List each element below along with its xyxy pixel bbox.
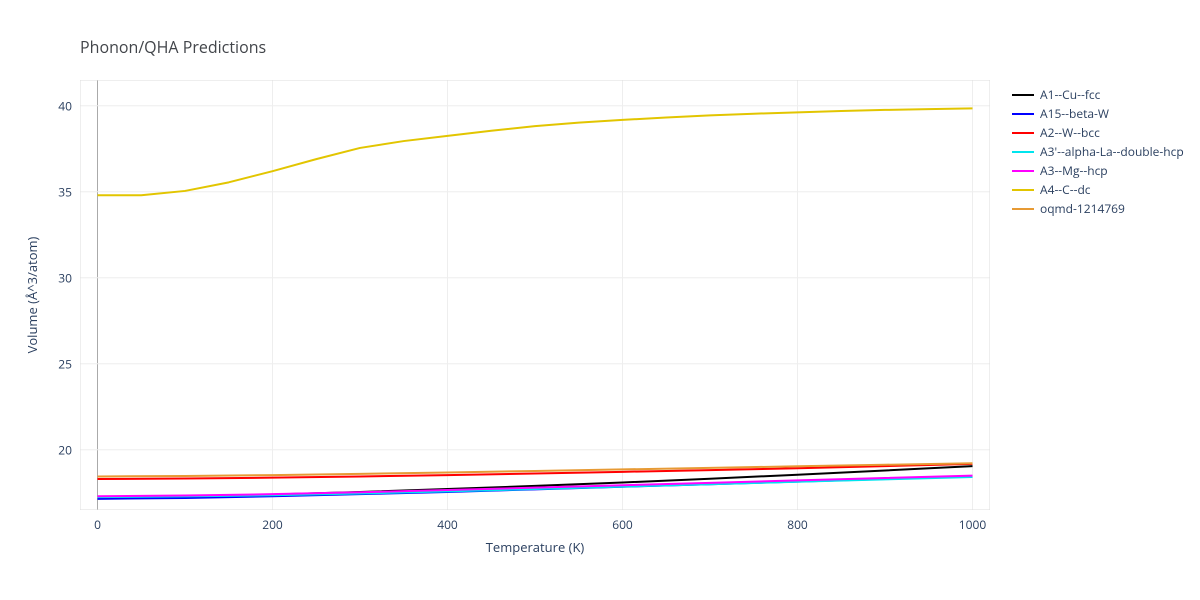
legend-label: oqmd-1214769	[1040, 200, 1125, 217]
legend-label: A15--beta-W	[1040, 105, 1109, 122]
legend-item[interactable]: A3--Mg--hcp	[1012, 161, 1184, 180]
y-tick-label: 20	[58, 441, 72, 458]
legend-swatch	[1012, 113, 1034, 115]
x-axis-label: Temperature (K)	[486, 538, 585, 556]
x-tick-label: 0	[94, 516, 101, 533]
legend-swatch	[1012, 94, 1034, 96]
chart-legend: A1--Cu--fcc A15--beta-W A2--W--bcc A3'--alp…	[1012, 85, 1184, 218]
legend-swatch	[1012, 208, 1034, 210]
legend-swatch	[1012, 151, 1034, 153]
x-tick-label: 600	[612, 516, 633, 533]
y-tick-label: 40	[58, 97, 72, 114]
legend-item[interactable]: oqmd-1214769	[1012, 199, 1184, 218]
x-tick-label: 1000	[959, 516, 986, 533]
legend-item[interactable]: A15--beta-W	[1012, 104, 1184, 123]
chart-plot	[80, 80, 990, 510]
legend-label: A4--C--dc	[1040, 181, 1091, 198]
x-tick-label: 400	[437, 516, 458, 533]
legend-item[interactable]: A4--C--dc	[1012, 180, 1184, 199]
legend-item[interactable]: A1--Cu--fcc	[1012, 85, 1184, 104]
x-tick-label: 200	[262, 516, 283, 533]
legend-label: A3--Mg--hcp	[1040, 162, 1108, 179]
series-line[interactable]	[98, 108, 973, 195]
legend-label: A1--Cu--fcc	[1040, 86, 1100, 103]
legend-swatch	[1012, 132, 1034, 134]
y-tick-label: 25	[58, 355, 72, 372]
y-tick-label: 30	[58, 269, 72, 286]
legend-swatch	[1012, 189, 1034, 191]
legend-label: A3'--alpha-La--double-hcp	[1040, 143, 1184, 160]
legend-label: A2--W--bcc	[1040, 124, 1100, 141]
x-tick-label: 800	[787, 516, 808, 533]
legend-item[interactable]: A3'--alpha-La--double-hcp	[1012, 142, 1184, 161]
y-axis-label: Volume (Å^3/atom)	[23, 237, 41, 354]
legend-item[interactable]: A2--W--bcc	[1012, 123, 1184, 142]
y-tick-label: 35	[58, 183, 72, 200]
chart-title: Phonon/QHA Predictions	[80, 36, 266, 58]
legend-swatch	[1012, 170, 1034, 172]
